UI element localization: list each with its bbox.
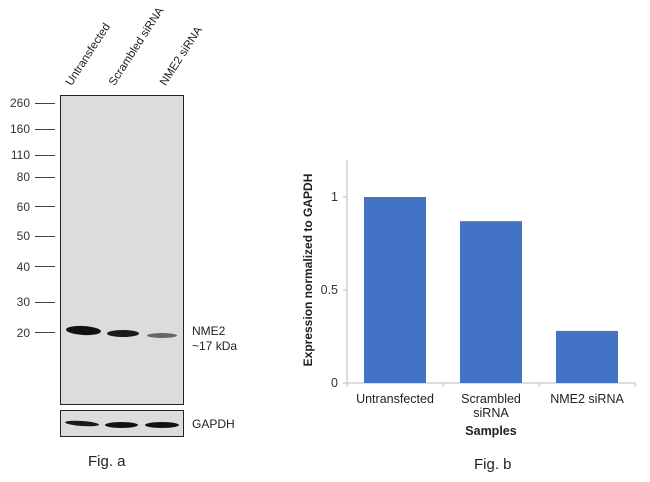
mw-tick — [35, 103, 55, 104]
mw-label: 110 — [10, 148, 30, 162]
nme2-band-nme2-sirna — [147, 333, 177, 338]
target-label: NME2 ~17 kDa — [192, 324, 237, 354]
mw-tick — [35, 206, 55, 207]
mw-tick — [35, 177, 55, 178]
mw-tick — [35, 302, 55, 303]
x-tick-label: Untransfected — [356, 392, 434, 406]
mw-tick — [35, 155, 55, 156]
figure-a-caption: Fig. a — [88, 453, 126, 470]
y-tick-label: 1 — [331, 190, 338, 204]
mw-label: 50 — [16, 229, 30, 243]
x-tick-label: siRNA — [473, 406, 509, 420]
x-tick-label: Scrambled — [461, 392, 521, 406]
target-protein-size: ~17 kDa — [192, 339, 238, 353]
mw-tick — [35, 236, 55, 237]
loading-control-label: GAPDH — [192, 417, 235, 431]
target-protein-name: NME2 — [192, 324, 226, 338]
mw-label: 80 — [16, 170, 30, 184]
mw-label: 160 — [9, 122, 30, 136]
nme2-band-scrambled-sirna — [107, 330, 139, 337]
mw-label: 20 — [16, 326, 30, 340]
mw-label: 260 — [9, 96, 30, 110]
gapdh-blot-panel — [60, 410, 184, 437]
mw-tick — [35, 129, 55, 130]
bar-scrambled-sirna — [460, 221, 522, 383]
mw-tick — [35, 332, 55, 333]
gapdh-band-nme2-sirna — [145, 422, 179, 428]
mw-label: 60 — [16, 200, 30, 214]
mw-label: 30 — [16, 295, 30, 309]
nme2-blot-panel — [60, 95, 184, 405]
x-axis-title: Samples — [465, 424, 516, 438]
bar-untransfected — [364, 197, 426, 383]
mw-label: 40 — [16, 260, 30, 274]
y-tick-label: 0.5 — [321, 283, 338, 297]
gapdh-band-scrambled-sirna — [105, 422, 138, 428]
mw-tick — [35, 266, 55, 267]
y-tick-label: 0 — [331, 376, 338, 390]
x-tick-label: NME2 siRNA — [550, 392, 624, 406]
bar-nme2-sirna — [556, 330, 618, 383]
figure-b-caption: Fig. b — [474, 456, 512, 473]
y-axis-title: Expression normalized to GAPDH — [301, 174, 315, 367]
